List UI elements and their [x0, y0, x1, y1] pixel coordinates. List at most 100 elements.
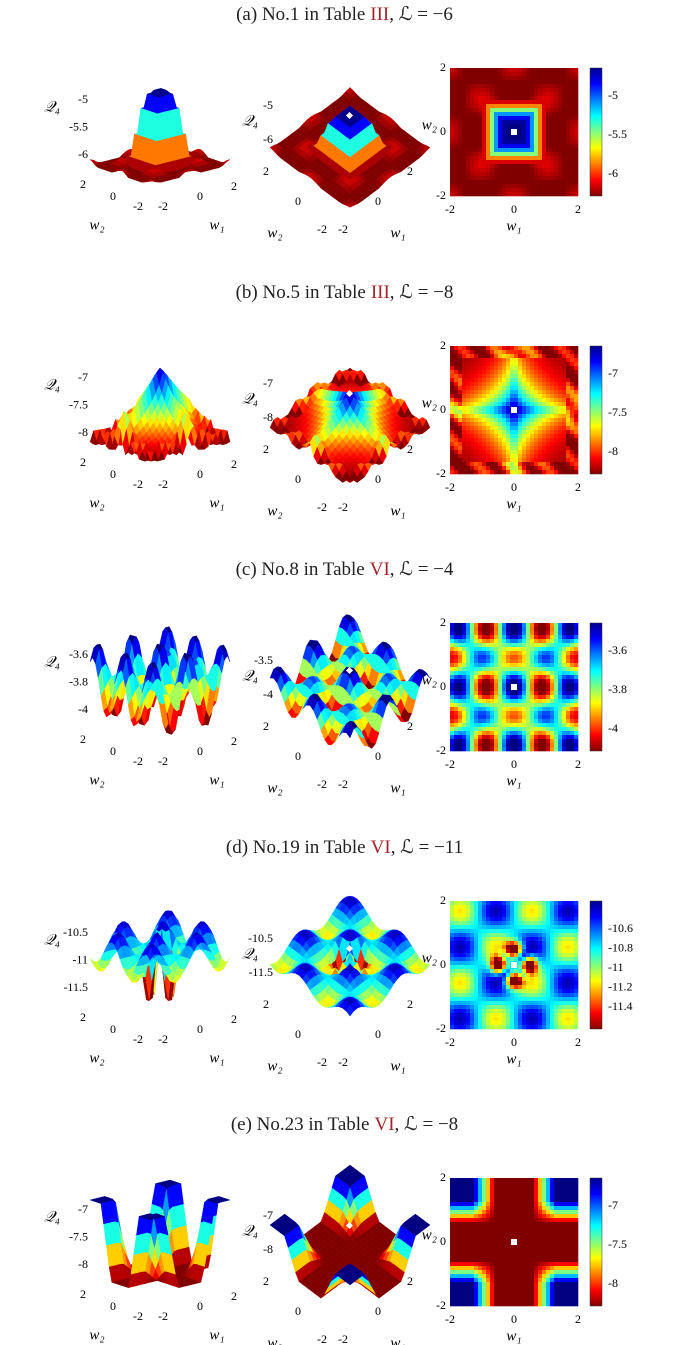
- heatmap-cell: [562, 430, 567, 435]
- heatmap-cell: [570, 358, 575, 363]
- heatmap-cell: [542, 450, 547, 455]
- heatmap-cell: [482, 442, 487, 447]
- heatmap-cell: [510, 172, 515, 177]
- heatmap-cell: [522, 104, 527, 109]
- heatmap-cell: [526, 470, 531, 475]
- heatmap-cell: [478, 108, 483, 113]
- heatmap-cell: [522, 350, 527, 355]
- heatmap-cell: [534, 112, 539, 117]
- heatmap-cell: [510, 426, 515, 431]
- heatmap-cell: [502, 438, 507, 443]
- heatmap-cell: [502, 366, 507, 371]
- heatmap-cell: [554, 426, 559, 431]
- heatmap-cell: [466, 382, 471, 387]
- heatmap-cell: [474, 378, 479, 383]
- heatmap-cell: [558, 374, 563, 379]
- heatmap-cell: [530, 192, 535, 197]
- heatmap-cell: [530, 378, 535, 383]
- heatmap-cell: [478, 156, 483, 161]
- heatmap-cell: [518, 430, 523, 435]
- heatmap-cell: [558, 446, 563, 451]
- heatmap-cell: [450, 402, 455, 407]
- heatmap-cell: [526, 184, 531, 189]
- heatmap-cell: [454, 438, 459, 443]
- heatmap-cell: [474, 164, 479, 169]
- heatmap-cell: [498, 176, 503, 181]
- heatmap-cell: [562, 116, 567, 121]
- heatmap-cell: [490, 148, 495, 153]
- heatmap-cell: [502, 168, 507, 173]
- heatmap-cell: [510, 116, 515, 121]
- heatmap-cell: [466, 426, 471, 431]
- heatmap-cell: [522, 346, 527, 351]
- heatmap-cell: [546, 370, 551, 375]
- heatmap-cell: [570, 450, 575, 455]
- heatmap-cell: [462, 96, 467, 101]
- heatmap-cell: [570, 418, 575, 423]
- heatmap-cell: [510, 358, 515, 363]
- heatmap-cell: [478, 410, 483, 415]
- heatmap-cell: [482, 390, 487, 395]
- heatmap-cell: [482, 192, 487, 197]
- heatmap-cell: [562, 188, 567, 193]
- heatmap-cell: [490, 414, 495, 419]
- heatmap-cell: [538, 144, 543, 149]
- heatmap-cell: [574, 382, 579, 387]
- heatmap-cell: [566, 144, 571, 149]
- heatmap-cell: [478, 76, 483, 81]
- heatmap-cell: [570, 458, 575, 463]
- heatmap-cell: [566, 450, 571, 455]
- heatmap-cell: [558, 394, 563, 399]
- heatmap-cell: [562, 168, 567, 173]
- colorbar-tick-label: -7.5: [608, 405, 627, 419]
- heatmap-cell: [490, 128, 495, 133]
- heatmap-cell: [538, 346, 543, 351]
- heatmap-cell: [502, 160, 507, 165]
- heatmap-cell: [534, 76, 539, 81]
- heatmap-cell: [462, 104, 467, 109]
- heatmap-cell: [506, 410, 511, 415]
- heatmap-cell: [522, 454, 527, 459]
- heatmap-cell: [518, 470, 523, 475]
- heatmap-cell: [530, 184, 535, 189]
- heatmap-cell: [474, 386, 479, 391]
- heatmap-cell: [566, 72, 571, 77]
- heatmap-cell: [498, 390, 503, 395]
- heatmap-cell: [570, 68, 575, 73]
- heatmap-cell: [482, 72, 487, 77]
- heatmap-cell: [478, 128, 483, 133]
- heatmap-cell: [482, 96, 487, 101]
- heatmap-cell: [454, 406, 459, 411]
- heatmap-cell: [498, 188, 503, 193]
- heatmap-cell: [570, 112, 575, 117]
- heatmap-cell: [498, 386, 503, 391]
- heatmap-cell: [514, 148, 519, 153]
- heatmap-cell: [450, 148, 455, 153]
- heatmap-cell: [542, 132, 547, 137]
- heatmap-cell: [490, 108, 495, 113]
- heatmap-cell: [558, 112, 563, 117]
- heatmap-cell: [574, 398, 579, 403]
- heatmap-cell: [554, 358, 559, 363]
- heatmap-cell: [502, 164, 507, 169]
- heatmap-cell: [498, 80, 503, 85]
- heatmap-cell: [454, 164, 459, 169]
- heatmap-cell: [518, 386, 523, 391]
- heatmap-cell: [550, 80, 555, 85]
- heatmap-cell: [550, 84, 555, 89]
- heatmap-cell: [494, 180, 499, 185]
- heatmap-cell: [538, 132, 543, 137]
- heatmap-cell: [450, 192, 455, 197]
- heatmap-cell: [474, 124, 479, 129]
- heatmap-cell: [474, 410, 479, 415]
- heatmap-cell: [558, 180, 563, 185]
- heatmap-cell: [474, 184, 479, 189]
- heatmap-cell: [466, 80, 471, 85]
- heatmap-cell: [526, 390, 531, 395]
- heatmap-cell: [466, 454, 471, 459]
- heatmap-cell: [490, 418, 495, 423]
- heatmap-cell: [478, 390, 483, 395]
- heatmap-cell: [518, 76, 523, 81]
- heatmap-cell: [558, 366, 563, 371]
